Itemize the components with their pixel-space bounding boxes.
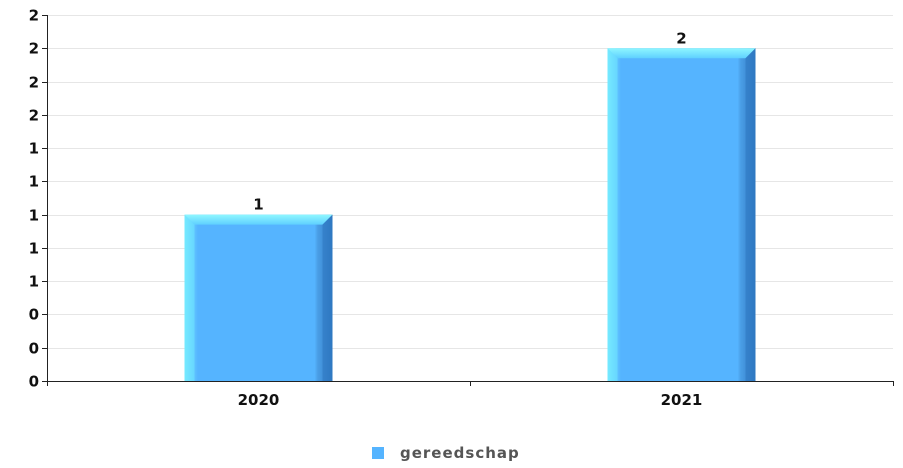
y-tick-label: 1: [29, 173, 39, 191]
gridlines: [47, 15, 893, 349]
y-tick-label: 1: [29, 273, 39, 291]
bars: [184, 48, 756, 381]
legend: gereedschap: [372, 444, 520, 462]
bar-bevel-left: [607, 48, 618, 381]
y-tick-label: 1: [29, 140, 39, 158]
bar-cap: [607, 48, 756, 59]
bar-bevel-right: [745, 48, 756, 381]
bar-bevel-left: [184, 214, 195, 381]
bar: [607, 48, 756, 381]
y-tick-label: 0: [29, 306, 39, 324]
y-tick-label: 0: [29, 340, 39, 358]
legend-swatch: [372, 447, 384, 459]
bar-cap: [184, 214, 333, 225]
bar: [184, 214, 333, 381]
bar-bevel-right: [322, 214, 333, 381]
legend-label: gereedschap: [400, 444, 520, 462]
data-label: 2: [676, 29, 686, 47]
x-tick-label: 2021: [661, 391, 703, 409]
data-label: 1: [253, 196, 263, 214]
labels: 0 0 0 1 1 1 1 1 2 2 2 2 1 2020 2 2021: [29, 7, 703, 410]
y-tick-label: 1: [29, 207, 39, 225]
y-tick-label: 0: [29, 373, 39, 391]
y-tick-label: 2: [29, 74, 39, 92]
axes: [42, 15, 894, 386]
y-tick-label: 1: [29, 240, 39, 258]
y-tick-label: 2: [29, 40, 39, 58]
bar-body: [184, 214, 333, 381]
bar-body: [607, 48, 756, 381]
y-tick-label: 2: [29, 7, 39, 25]
x-tick-label: 2020: [238, 391, 280, 409]
y-tick-label: 2: [29, 107, 39, 125]
